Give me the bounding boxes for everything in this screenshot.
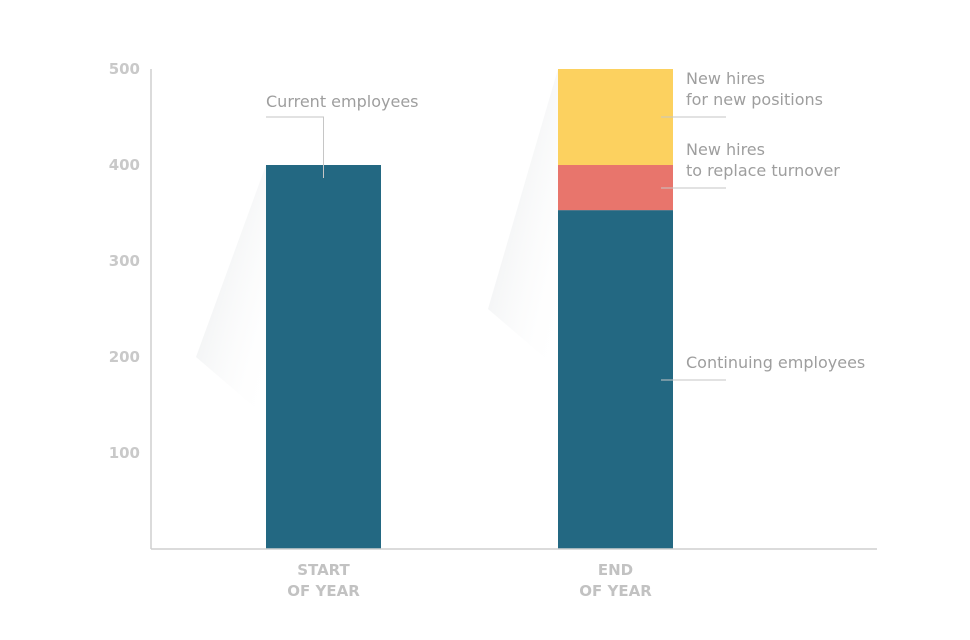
x-category-labels: START OF YEAR END OF YEAR	[287, 561, 652, 600]
bar-segment	[266, 165, 381, 549]
bar-shadow	[196, 165, 266, 417]
annotation-label: New hires	[686, 140, 765, 159]
bar-segment	[558, 165, 673, 211]
annotation-label: to replace turnover	[686, 161, 840, 180]
bars-group	[266, 69, 673, 549]
y-tick-label: 200	[109, 348, 140, 366]
x-category-label: OF YEAR	[287, 582, 360, 600]
bar-segment	[558, 210, 673, 549]
x-category-label: OF YEAR	[579, 582, 652, 600]
bar-segment	[558, 69, 673, 165]
axes-group	[150, 69, 877, 550]
y-tick-label: 500	[109, 60, 140, 78]
y-tick-label: 300	[109, 252, 140, 270]
annotation-leader	[266, 116, 324, 178]
annotations-group: Current employees New hires for new positi…	[266, 69, 865, 381]
bar-shadows	[196, 69, 558, 417]
annotation-label: Continuing employees	[686, 353, 865, 372]
annotation-label: New hires	[686, 69, 765, 88]
bar-shadow	[488, 69, 558, 369]
annotation-label: Current employees	[266, 92, 419, 111]
x-category-label: START	[297, 561, 350, 579]
annotation-label: for new positions	[686, 90, 823, 109]
y-tick-labels: 100 200 300 400 500	[109, 60, 140, 462]
y-tick-label: 100	[109, 444, 140, 462]
x-category-label: END	[598, 561, 633, 579]
y-tick-label: 400	[109, 156, 140, 174]
